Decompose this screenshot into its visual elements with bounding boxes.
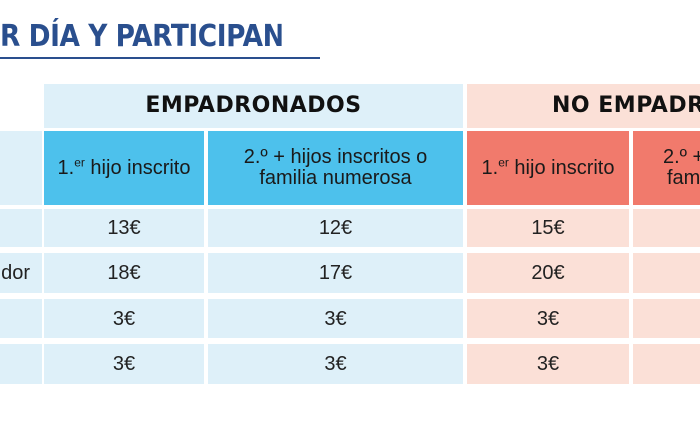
table-cell: 12€	[208, 209, 463, 247]
table-cell	[633, 299, 700, 338]
row-label	[0, 299, 42, 338]
group-title-no-empadronados: NO EMPADR	[552, 93, 700, 118]
row-label	[0, 209, 42, 247]
table-cell: 3€	[467, 299, 629, 338]
table-cell: 15€	[467, 209, 629, 247]
table-cell	[633, 344, 700, 384]
table-cell: 13€	[44, 209, 204, 247]
group-header-empadronados: EMPADRONADOS	[44, 84, 463, 128]
table-cell: 20€	[467, 253, 629, 293]
subheader-no-empadronados-large-family: 2.º + fam	[633, 131, 700, 205]
title-underline	[0, 57, 320, 59]
table-cell: 3€	[467, 344, 629, 384]
table-cell	[633, 253, 700, 293]
table-cell: 3€	[44, 299, 204, 338]
subheader-empadronados-first-child: 1.er hijo inscrito	[44, 131, 204, 205]
row-label: dor	[0, 253, 42, 293]
section-title: R DÍA Y PARTICIPANTE	[0, 19, 282, 54]
subheader-label: 2.º + hijos inscritos o familia numerosa	[243, 146, 428, 189]
table-cell: 3€	[208, 344, 463, 384]
corner-cell	[0, 131, 42, 205]
subheader-label: 1.er hijo inscrito	[481, 154, 615, 179]
table-cell: 3€	[208, 299, 463, 338]
group-header-no-empadronados: NO EMPADR	[467, 84, 700, 128]
table-cell	[633, 209, 700, 247]
row-label	[0, 344, 42, 384]
subheader-no-empadronados-first-child: 1.er hijo inscrito	[467, 131, 629, 205]
subheader-empadronados-large-family: 2.º + hijos inscritos o familia numerosa	[208, 131, 463, 205]
table-cell: 3€	[44, 344, 204, 384]
group-title-empadronados: EMPADRONADOS	[145, 93, 362, 118]
subheader-label: 2.º + fam	[663, 146, 700, 189]
subheader-label: 1.er hijo inscrito	[57, 154, 191, 179]
table-cell: 18€	[44, 253, 204, 293]
table-cell: 17€	[208, 253, 463, 293]
